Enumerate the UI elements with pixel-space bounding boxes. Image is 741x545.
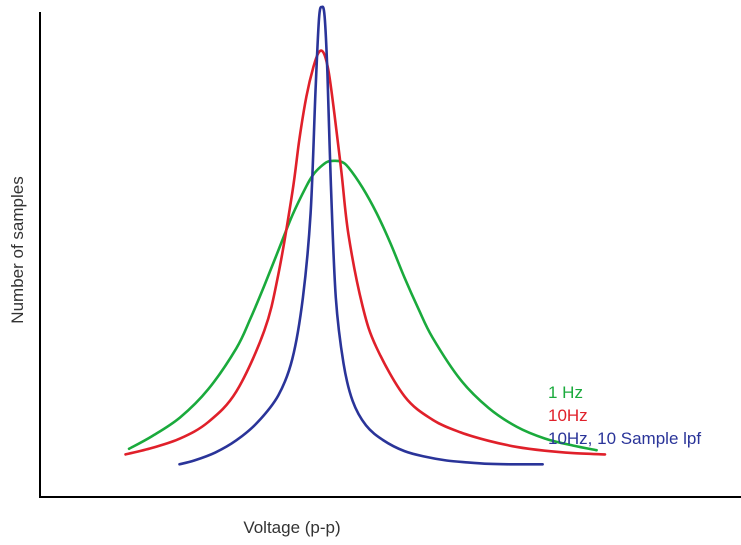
- legend: 1 Hz 10Hz 10Hz, 10 Sample lpf: [548, 383, 701, 448]
- series-curves: [124, 5, 607, 466]
- legend-entry-1: 1 Hz: [548, 383, 583, 402]
- series-line-3: [178, 5, 544, 466]
- series-line-2: [124, 49, 607, 456]
- y-axis-label: Number of samples: [8, 176, 27, 323]
- x-axis-label: Voltage (p-p): [243, 518, 340, 537]
- legend-entry-3: 10Hz, 10 Sample lpf: [548, 429, 701, 448]
- legend-entry-2: 10Hz: [548, 406, 588, 425]
- series-line-1: [127, 159, 598, 452]
